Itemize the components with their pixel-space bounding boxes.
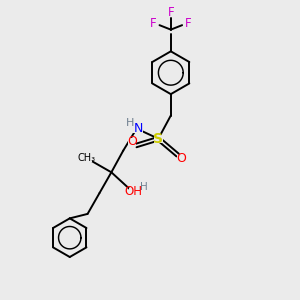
Bar [128, 138, 136, 145]
Text: O: O [127, 135, 137, 148]
Bar [82, 156, 92, 162]
Bar [130, 124, 143, 133]
Text: OH: OH [125, 185, 143, 198]
Bar [154, 134, 163, 143]
Text: CH₃: CH₃ [78, 153, 96, 163]
Text: O: O [177, 152, 186, 165]
Text: H: H [126, 118, 134, 128]
Text: F: F [150, 16, 157, 30]
Bar [129, 188, 142, 196]
Bar [177, 155, 186, 163]
Text: F: F [167, 6, 174, 19]
Text: S: S [153, 132, 163, 146]
Text: H: H [140, 182, 148, 193]
Text: N: N [134, 122, 143, 135]
Text: F: F [185, 16, 191, 30]
